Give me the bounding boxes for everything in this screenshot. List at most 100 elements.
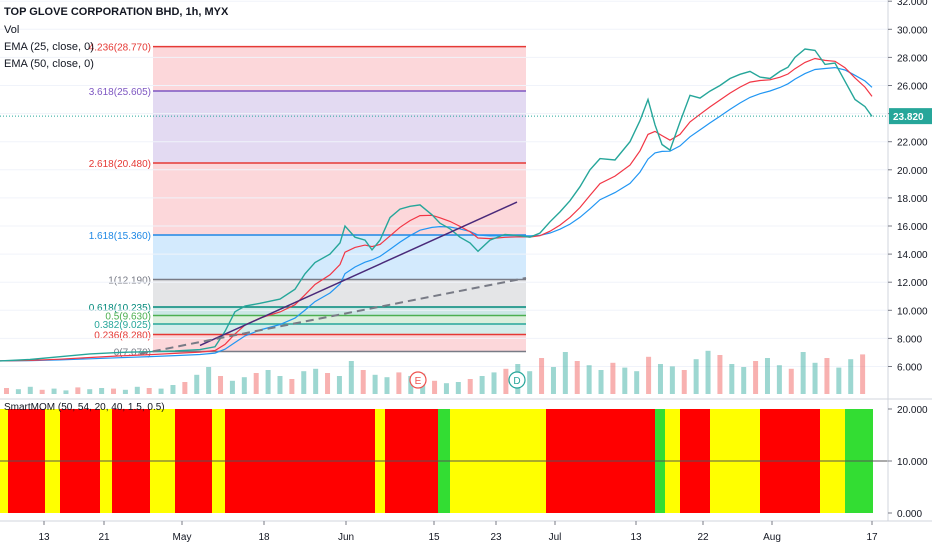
x-tick-label: 18: [258, 532, 270, 543]
y-tick-label: 14.000: [897, 250, 928, 261]
volume-bar: [539, 358, 545, 394]
fib-level-label: 2.618(20.480): [89, 159, 151, 170]
volume-bar: [693, 359, 699, 394]
y-tick-label: 8.000: [897, 334, 922, 345]
volume-bar: [443, 383, 449, 394]
volume-bar: [301, 371, 307, 394]
x-tick-label: 13: [630, 532, 642, 543]
volume-bar: [206, 367, 212, 394]
x-tick-label: 22: [697, 532, 709, 543]
osc-tick-label: 10.000: [897, 457, 928, 468]
volume-bar: [681, 370, 687, 394]
fib-level-label: 1.618(15.360): [89, 231, 151, 242]
volume-bar: [111, 388, 117, 394]
volume-bar: [812, 362, 818, 394]
volume-bar: [634, 371, 640, 394]
volume-bar: [741, 367, 747, 394]
volume-bar: [336, 376, 342, 394]
symbol-title[interactable]: TOP GLOVE CORPORATION BHD, 1h, MYX: [4, 6, 229, 18]
volume-bar: [800, 352, 806, 394]
oscillator-legend[interactable]: SmartMOM (50, 54, 20, 40, 1.5, 0.5): [4, 402, 165, 413]
volume-bar: [122, 389, 128, 394]
fib-level-label: 0.5(9.630): [105, 311, 151, 322]
osc-tick-label: 0.000: [897, 509, 922, 520]
volume-bar: [229, 380, 235, 394]
volume-bar: [182, 382, 188, 394]
volume-bar: [360, 370, 366, 394]
y-tick-label: 12.000: [897, 278, 928, 289]
volume-bar: [396, 372, 402, 394]
volume-bar: [455, 382, 461, 394]
volume-bar: [622, 367, 628, 394]
volume-bar: [39, 389, 45, 394]
volume-bar: [27, 386, 33, 394]
price-axis[interactable]: 32.00030.00028.00026.00024.00022.00020.0…: [887, 0, 932, 521]
x-tick-label: 21: [98, 532, 110, 543]
volume-bar: [550, 367, 556, 394]
y-tick-label: 6.000: [897, 363, 922, 374]
volume-bar: [574, 361, 580, 394]
ema25-legend[interactable]: EMA (25, close, 0): [4, 41, 94, 53]
fib-retracement[interactable]: 4.236(28.770) 3.618(25.605) 2.618(20.480) 1…: [89, 43, 526, 359]
y-tick-label: 30.000: [897, 25, 928, 36]
volume-bar: [146, 388, 152, 394]
volume-bar: [776, 365, 782, 394]
volume-bar: [479, 376, 485, 394]
fib-level-label: 3.618(25.605): [89, 87, 151, 98]
event-marker-label: E: [415, 376, 422, 387]
fib-zone: [153, 234, 526, 280]
fib-level-label: 0(7.070): [114, 347, 151, 358]
volume-bar: [63, 390, 69, 394]
fib-zone: [153, 46, 526, 92]
x-tick-label: 15: [428, 532, 440, 543]
volume-bar: [134, 386, 140, 394]
volume-bar: [646, 356, 652, 394]
volume-bar: [598, 370, 604, 394]
fib-zone: [153, 334, 526, 352]
volume-bar: [491, 372, 497, 394]
volume-bar: [194, 374, 200, 394]
x-tick-label: 13: [38, 532, 50, 543]
ema50-legend[interactable]: EMA (50, close, 0): [4, 58, 94, 70]
trendline-dashed: [139, 277, 527, 355]
x-tick-label: Aug: [763, 532, 781, 543]
volume-bar: [586, 365, 592, 394]
event-marker-label: D: [513, 376, 520, 387]
volume-bar: [408, 376, 414, 394]
y-tick-label: 20.000: [897, 166, 928, 177]
volume-bar: [218, 376, 224, 394]
volume-bar: [253, 373, 259, 394]
x-tick-label: Jul: [549, 532, 562, 543]
volume-bar: [467, 379, 473, 394]
volume-bar: [610, 362, 616, 394]
volume-bar: [348, 361, 354, 394]
volume-bar: [313, 368, 319, 394]
x-tick-label: Jun: [338, 532, 354, 543]
osc-tick-label: 20.000: [897, 405, 928, 416]
time-axis[interactable]: 13 21 May 18 Jun 15 23 Jul 13 22 Aug 17: [0, 520, 932, 543]
volume-bar: [729, 364, 735, 394]
volume-bar: [277, 376, 283, 394]
volume-legend[interactable]: Vol: [4, 24, 20, 36]
grid: [0, 0, 888, 367]
fib-level-label: 0.236(8.280): [94, 330, 151, 341]
last-price-badge: [889, 108, 932, 125]
fib-zone: [153, 163, 526, 235]
volume-bar: [527, 371, 533, 394]
y-tick-label: 16.000: [897, 222, 928, 233]
volume-bars: [4, 350, 866, 394]
volume-bar: [503, 368, 509, 394]
volume-bar: [764, 358, 770, 394]
volume-bar: [289, 379, 295, 394]
fib-level-label: 4.236(28.770): [89, 43, 151, 54]
volume-bar: [241, 377, 247, 394]
x-tick-label: 17: [866, 532, 878, 543]
y-tick-label: 10.000: [897, 306, 928, 317]
fib-zone: [153, 306, 526, 316]
volume-bar: [753, 361, 759, 394]
volume-bar: [75, 387, 81, 394]
volume-bar: [4, 388, 9, 394]
fib-level-label: 0.382(9.025): [94, 320, 151, 331]
